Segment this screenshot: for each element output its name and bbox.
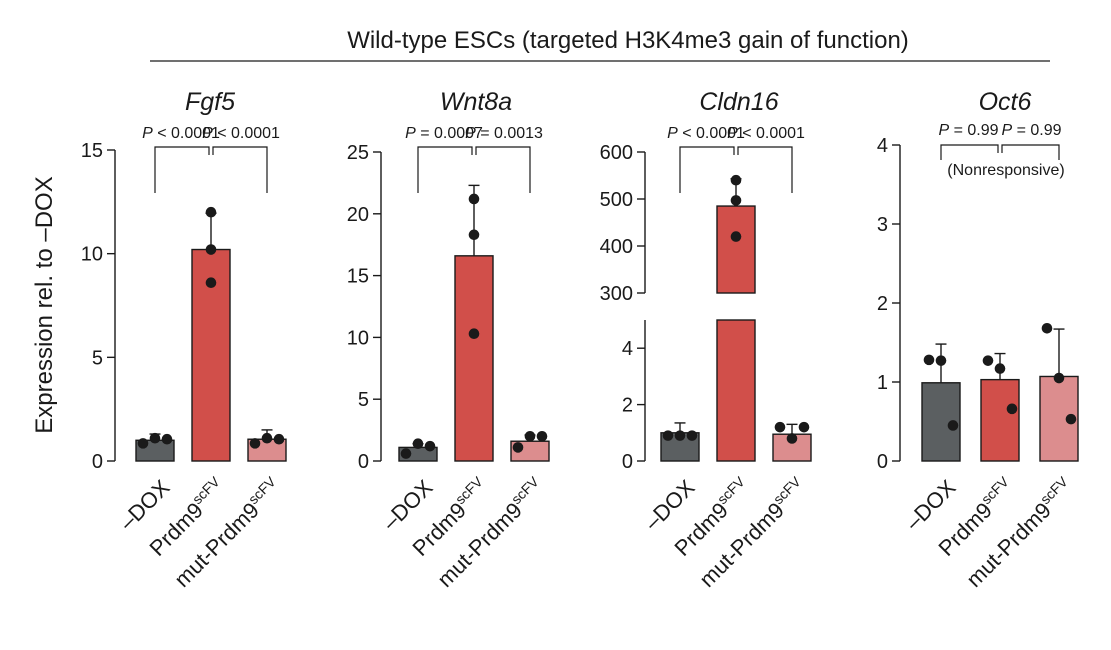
y-tick-label-cldn16-4: 4: [622, 338, 633, 360]
y-axis-label: Expression rel. to –DOX: [31, 176, 58, 433]
point-cldn16-dox-2: [674, 430, 686, 441]
panel-title-oct6: Oct6: [979, 88, 1032, 116]
point-fgf5-mut-prdm9-1: [249, 438, 261, 449]
bar-oct6-prdm9: [980, 378, 1020, 462]
y-tick-label-wnt8a-25: 25: [347, 142, 369, 164]
bracket-oct6-right: [1001, 144, 1060, 160]
y-tick-label-wnt8a-0: 0: [358, 451, 369, 473]
panel-title-wnt8a: Wnt8a: [440, 88, 512, 116]
point-oct6-prdm9-3: [1006, 403, 1018, 415]
y-tick-label-oct6-1: 1: [877, 372, 888, 394]
bracket-wnt8a-left: [417, 146, 473, 193]
point-fgf5-prdm9-1: [205, 206, 217, 218]
y-tick-label-wnt8a-10: 10: [347, 327, 369, 349]
point-wnt8a-mut-prdm9-2: [524, 430, 536, 442]
point-cldn16-prdm9-3: [730, 231, 742, 242]
bar-wnt8a-prdm9: [454, 255, 494, 462]
bracket-oct6-left: [940, 144, 999, 160]
y-tick-label-oct6-3: 3: [877, 214, 888, 236]
point-wnt8a-mut-prdm9-1: [512, 442, 524, 453]
point-fgf5-dox-2: [149, 432, 161, 444]
pvalue-cldn16-2: P < 0.0001: [727, 125, 805, 142]
panel-cldn16: Cldn16 024300400500600–DOXPrdm9scFVmut-P…: [600, 88, 812, 592]
point-fgf5-mut-prdm9-2: [261, 432, 273, 444]
point-wnt8a-prdm9-3: [468, 328, 480, 339]
point-cldn16-prdm9-2: [730, 195, 742, 206]
y-tick-label-fgf5-5: 5: [92, 347, 103, 369]
point-oct6-mut-prdm9-3: [1065, 413, 1077, 425]
panel-title-fgf5: Fgf5: [185, 88, 235, 116]
pvalue-fgf5-1: P < 0.0001: [142, 125, 220, 142]
y-tick-label-wnt8a-15: 15: [347, 266, 369, 288]
point-fgf5-prdm9-3: [205, 277, 217, 288]
point-cldn16-prdm9-1: [730, 174, 742, 186]
y-tick-label-cldn16-600: 600: [600, 142, 633, 164]
point-fgf5-dox-1: [137, 438, 149, 449]
bracket-cldn16-left: [679, 146, 735, 193]
pvalue-wnt8a-1: P = 0.0007: [405, 125, 483, 142]
bar-cldn16-prdm9-upper: [716, 205, 756, 294]
panel-oct6: Oct6 (Nonresponsive) 01234–DOXPrdm9scFVm…: [877, 88, 1079, 592]
y-tick-label-cldn16-400: 400: [600, 236, 633, 258]
bracket-fgf5-right: [212, 146, 268, 193]
y-tick-label-oct6-4: 4: [877, 135, 888, 157]
bracket-fgf5-left: [154, 146, 210, 193]
point-oct6-prdm9-1: [982, 355, 994, 366]
point-oct6-dox-1: [923, 354, 935, 366]
header-title: Wild-type ESCs (targeted H3K4me3 gain of…: [347, 27, 909, 54]
y-tick-label-fgf5-15: 15: [81, 140, 103, 162]
bracket-cldn16-right: [737, 146, 793, 193]
point-wnt8a-dox-3: [424, 440, 436, 452]
point-wnt8a-prdm9-2: [468, 229, 480, 241]
point-cldn16-mut-prdm9-3: [798, 421, 810, 433]
point-fgf5-dox-3: [161, 433, 173, 445]
point-fgf5-prdm9-2: [205, 244, 217, 255]
y-tick-label-cldn16-500: 500: [600, 189, 633, 211]
y-tick-label-fgf5-10: 10: [81, 244, 103, 266]
point-cldn16-dox-3: [686, 430, 698, 441]
bar-cldn16-prdm9: [716, 319, 756, 462]
y-tick-label-wnt8a-5: 5: [358, 389, 369, 411]
point-oct6-mut-prdm9-2: [1053, 372, 1065, 384]
point-oct6-dox-2: [935, 355, 947, 366]
point-cldn16-mut-prdm9-1: [774, 421, 786, 433]
pvalue-cldn16-1: P < 0.0001: [667, 125, 745, 142]
point-oct6-mut-prdm9-1: [1041, 322, 1053, 334]
panel-title-cldn16: Cldn16: [699, 88, 778, 116]
point-cldn16-dox-1: [662, 430, 674, 441]
point-oct6-prdm9-2: [994, 363, 1006, 374]
y-tick-label-cldn16-300: 300: [600, 283, 633, 305]
point-cldn16-mut-prdm9-2: [786, 433, 798, 444]
y-tick-label-oct6-0: 0: [877, 451, 888, 473]
y-tick-label-oct6-2: 2: [877, 293, 888, 315]
bracket-wnt8a-right: [475, 146, 531, 193]
y-tick-label-wnt8a-20: 20: [347, 204, 369, 226]
y-tick-label-cldn16-0: 0: [622, 451, 633, 473]
pvalue-oct6-1: P = 0.99: [938, 122, 998, 139]
pvalue-wnt8a-2: P = 0.0013: [465, 125, 543, 142]
pvalue-fgf5-2: P < 0.0001: [202, 125, 280, 142]
point-oct6-dox-3: [947, 420, 959, 431]
y-tick-label-fgf5-0: 0: [92, 451, 103, 473]
point-wnt8a-dox-1: [400, 448, 412, 459]
point-wnt8a-mut-prdm9-3: [536, 430, 548, 442]
point-wnt8a-dox-2: [412, 438, 424, 449]
panel-wnt8a: Wnt8a 0510152025–DOXPrdm9scFVmut-Prdm9sc…: [347, 88, 550, 592]
point-wnt8a-prdm9-1: [468, 193, 480, 205]
panel-note-oct6: (Nonresponsive): [947, 162, 1064, 179]
point-fgf5-mut-prdm9-3: [273, 433, 285, 445]
pvalue-oct6-2: P = 0.99: [1001, 122, 1061, 139]
y-tick-label-cldn16-2: 2: [622, 395, 633, 417]
